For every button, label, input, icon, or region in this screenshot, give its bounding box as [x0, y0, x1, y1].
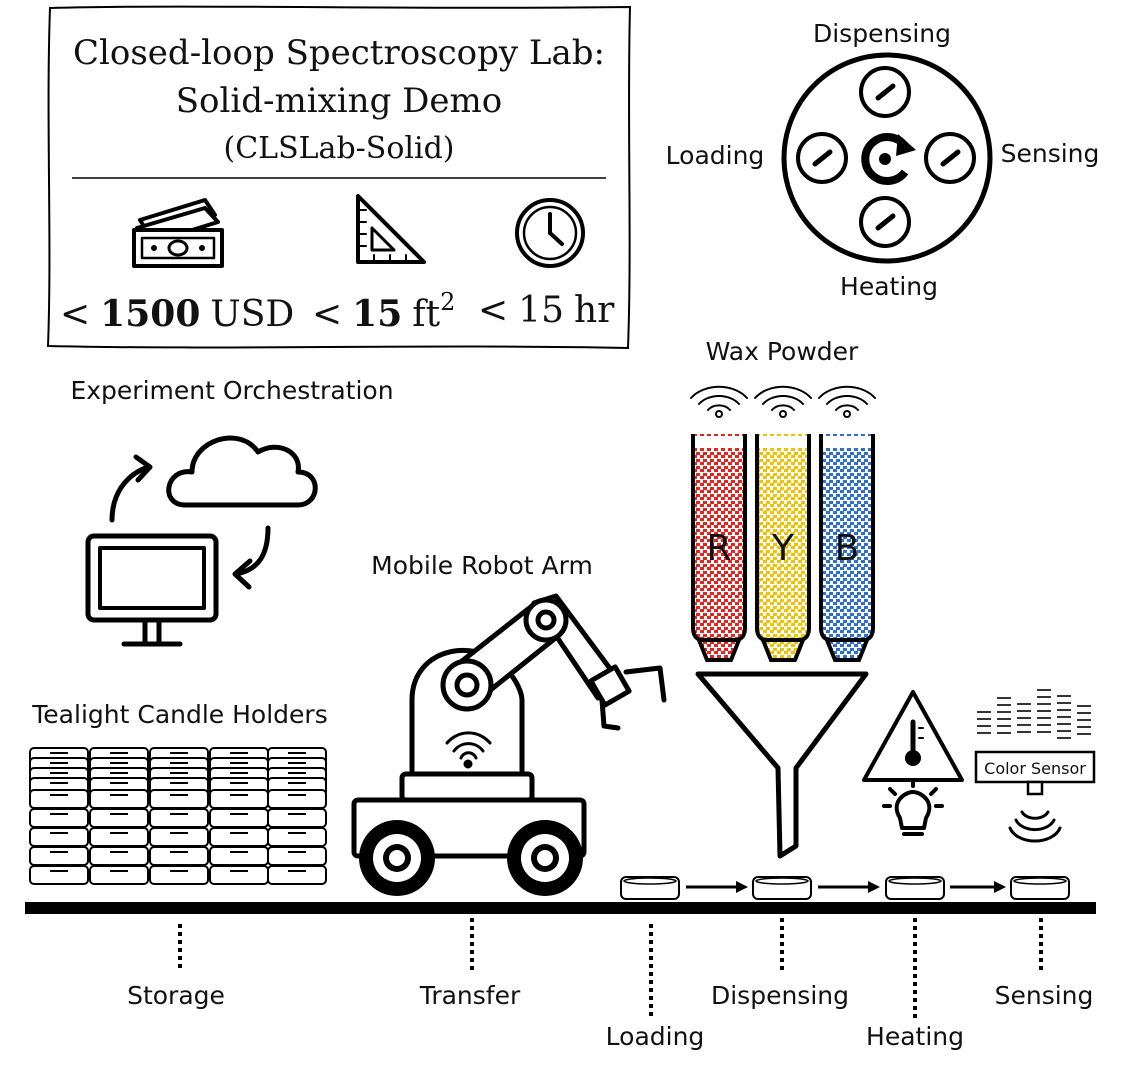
carousel-label-loading: Loading	[666, 141, 765, 170]
holder-stack	[89, 747, 149, 885]
holder-icon	[29, 789, 89, 809]
holder-dispensing	[752, 876, 812, 900]
wax-wifi-icon	[754, 385, 812, 418]
warning-thermometer-icon	[862, 690, 964, 782]
title-line-3: (CLSLab-Solid)	[224, 131, 455, 166]
carousel: Dispensing Loading Sensing Heating	[666, 19, 1100, 301]
clock-icon	[515, 198, 585, 268]
holder-icon	[149, 808, 209, 828]
rotate-icon	[861, 133, 916, 185]
holder-stack	[149, 747, 209, 885]
wax-letter: R	[706, 528, 731, 569]
holder-icon	[209, 827, 269, 847]
storage-title: Tealight Candle Holders	[31, 700, 327, 729]
cloud-icon	[166, 435, 318, 508]
color-sensor-label: Color Sensor	[984, 759, 1086, 778]
holder-icon	[89, 789, 149, 809]
wax-tube-b: B	[818, 385, 876, 662]
lamp-icon	[882, 778, 944, 836]
wax-tube-y: Y	[754, 385, 812, 662]
title-line-1: Closed-loop Spectroscopy Lab:	[73, 33, 605, 73]
holder-stack	[209, 747, 269, 885]
time-metric: <15 hr	[478, 290, 615, 331]
holder-icon	[149, 846, 209, 866]
orchestration-title: Experiment Orchestration	[70, 376, 393, 405]
wheel-gear-left-icon	[359, 820, 435, 896]
wax-letter: Y	[771, 528, 795, 569]
carousel-label-heating: Heating	[840, 272, 938, 301]
holder-icon	[89, 865, 149, 885]
signal-bars-icon	[977, 689, 1091, 739]
carousel-slots	[796, 66, 976, 248]
holder-sensing	[1010, 876, 1070, 900]
title-line-2: Solid-mixing Demo	[176, 81, 503, 121]
carousel-label-sensing: Sensing	[1001, 139, 1100, 168]
carousel-label-dispensing: Dispensing	[813, 19, 951, 48]
wax-tube-r: R	[690, 385, 748, 662]
holder-icon	[209, 846, 269, 866]
wax-wifi-icon	[690, 385, 748, 418]
station-loading: Loading	[606, 1022, 705, 1051]
holder-icon	[267, 789, 327, 809]
money-icon	[132, 198, 224, 268]
station-heating: Heating	[866, 1022, 964, 1051]
holder-icon	[149, 827, 209, 847]
holder-icon	[209, 865, 269, 885]
wax-title: Wax Powder	[706, 337, 859, 366]
holder-icon	[29, 865, 89, 885]
station-sensing: Sensing	[995, 981, 1094, 1010]
robot-title: Mobile Robot Arm	[371, 551, 593, 580]
color-sensor-icon: Color Sensor	[974, 750, 1096, 843]
station-storage: Storage	[127, 981, 225, 1010]
funnel-icon	[695, 671, 869, 859]
robot-wifi-icon	[445, 731, 492, 769]
holder-icon	[267, 865, 327, 885]
holder-icon	[89, 808, 149, 828]
holder-icon	[267, 808, 327, 828]
cycle-arrow-icon	[109, 454, 271, 590]
set-square-icon	[356, 194, 426, 264]
holder-icon	[89, 827, 149, 847]
robot-arm-icon	[351, 593, 667, 859]
holder-icon	[209, 789, 269, 809]
holder-stack	[267, 747, 327, 885]
wax-wifi-icon	[818, 385, 876, 418]
holder-icon	[89, 846, 149, 866]
holder-icon	[29, 827, 89, 847]
holder-stack	[29, 747, 89, 885]
wheel-gear-right-icon	[507, 820, 583, 896]
holder-loading	[620, 876, 680, 900]
station-transfer: Transfer	[419, 981, 521, 1010]
flow-arrows	[686, 881, 1006, 893]
holder-icon	[149, 789, 209, 809]
holder-icon	[29, 846, 89, 866]
pipeline-holders	[620, 876, 1070, 900]
cost-metric: <1500 USD	[60, 293, 294, 335]
holder-stacks	[29, 747, 327, 885]
station-markers	[178, 918, 1043, 1018]
area-metric: <15 ft2	[312, 288, 455, 335]
station-dispensing: Dispensing	[711, 981, 849, 1010]
holder-icon	[149, 865, 209, 885]
holder-icon	[267, 827, 327, 847]
wax-letter: B	[835, 528, 860, 569]
summary-box: Closed-loop Spectroscopy Lab: Solid-mixi…	[46, 5, 632, 350]
monitor-icon	[85, 533, 219, 647]
holder-icon	[267, 846, 327, 866]
holder-icon	[29, 808, 89, 828]
holder-icon	[209, 808, 269, 828]
holder-heating	[885, 876, 945, 900]
